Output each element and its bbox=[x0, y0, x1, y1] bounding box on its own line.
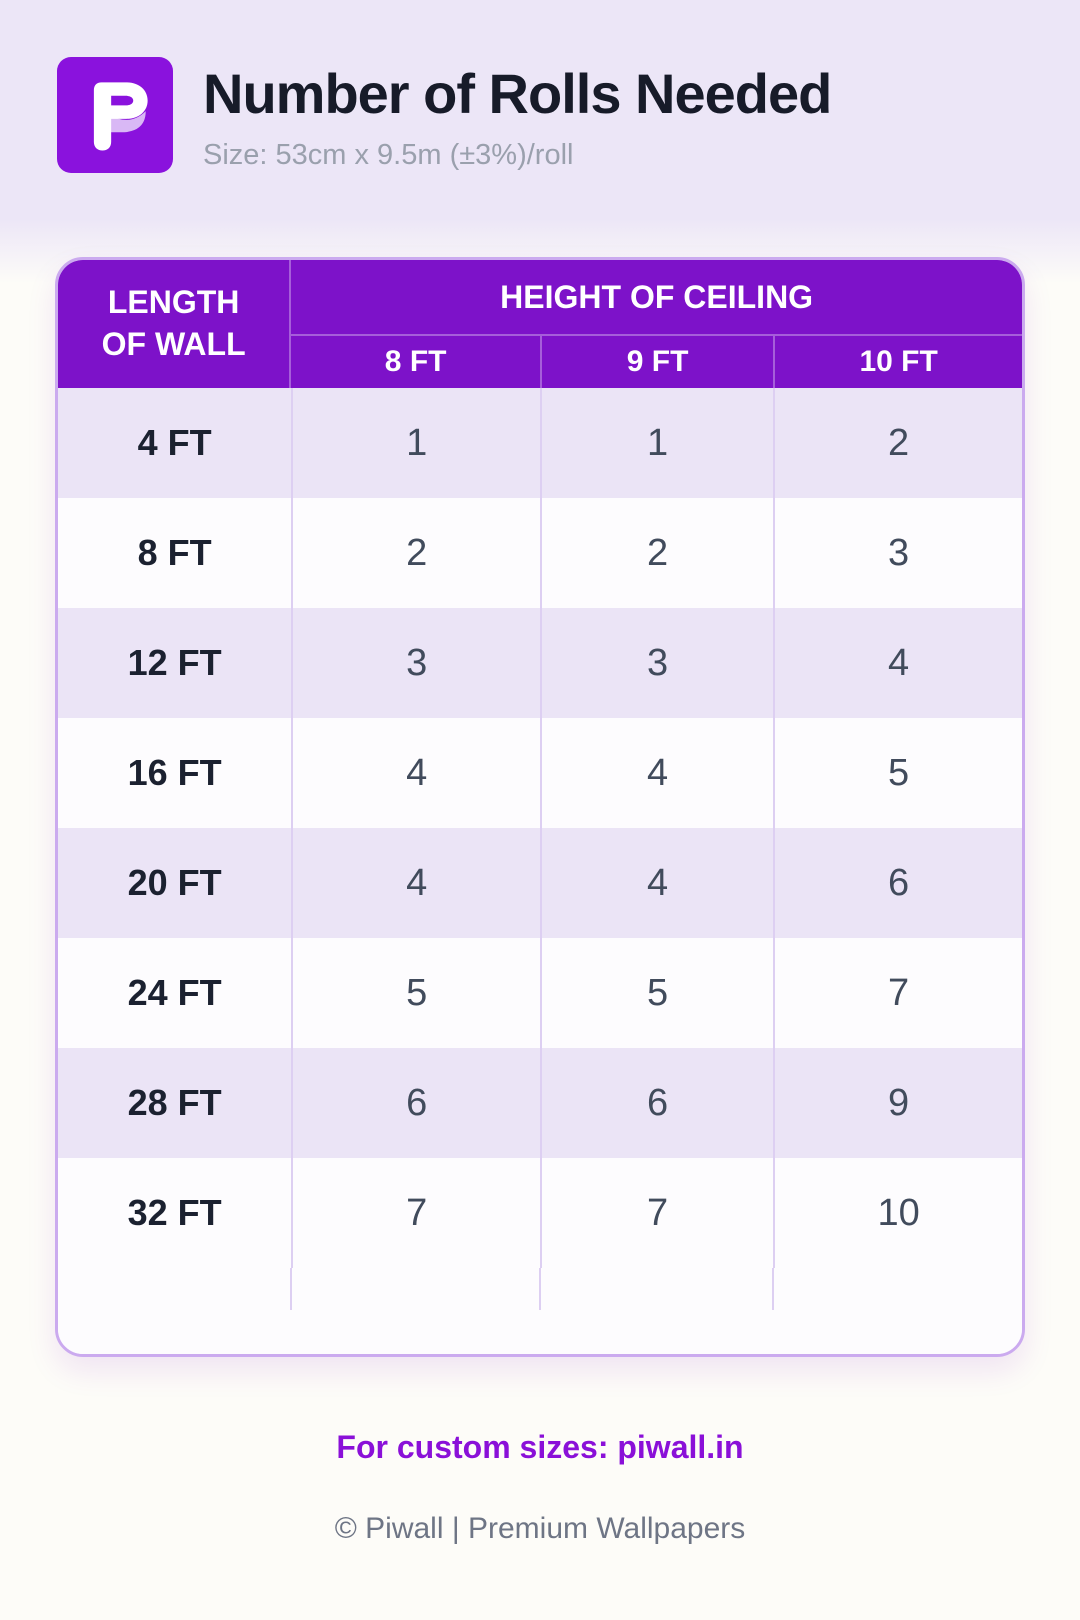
table-row: 8 FT 2 2 3 bbox=[58, 498, 1022, 608]
column-group-header-height-of-ceiling: HEIGHT OF CEILING bbox=[291, 260, 1022, 336]
cell-value-10ft: 7 bbox=[773, 938, 1022, 1048]
cell-value-8ft: 3 bbox=[291, 608, 540, 718]
table-footer-strip bbox=[58, 1268, 1022, 1354]
cell-value-10ft: 3 bbox=[773, 498, 1022, 608]
page-title: Number of Rolls Needed bbox=[203, 62, 832, 125]
row-label: 4 FT bbox=[137, 422, 212, 463]
cell-value-10ft: 9 bbox=[773, 1048, 1022, 1158]
title-block: Number of Rolls Needed Size: 53cm x 9.5m… bbox=[203, 57, 832, 172]
copyright-text: © Piwall | Premium Wallpapers bbox=[334, 1512, 746, 1545]
row-label: 20 FT bbox=[127, 862, 222, 903]
row-label: 16 FT bbox=[127, 752, 222, 793]
row-label: 24 FT bbox=[127, 972, 222, 1013]
cell-value-9ft: 7 bbox=[539, 1158, 773, 1268]
column-header-10ft: 10 FT bbox=[773, 336, 1022, 388]
cell-value-9ft: 4 bbox=[539, 828, 773, 938]
column-divider bbox=[290, 1268, 293, 1310]
column-header-9ft: 9 FT bbox=[539, 336, 773, 388]
table-row: 20 FT 4 4 6 bbox=[58, 828, 1022, 938]
custom-sizes-link[interactable]: For custom sizes: piwall.in bbox=[336, 1429, 744, 1465]
piwall-logo bbox=[57, 57, 173, 173]
row-label: 12 FT bbox=[127, 642, 222, 683]
table-row: 32 FT 7 7 10 bbox=[58, 1158, 1022, 1268]
cell-value-8ft: 4 bbox=[291, 718, 540, 828]
row-label: 28 FT bbox=[127, 1082, 222, 1123]
page-subtitle: Size: 53cm x 9.5m (±3%)/roll bbox=[203, 138, 574, 171]
cell-value-8ft: 5 bbox=[291, 938, 540, 1048]
column-divider bbox=[772, 1268, 775, 1310]
rolls-table-card: LENGTH OF WALL HEIGHT OF CEILING 8 FT 9 … bbox=[55, 257, 1025, 1357]
table-row: 24 FT 5 5 7 bbox=[58, 938, 1022, 1048]
cell-value-8ft: 4 bbox=[291, 828, 540, 938]
cell-value-10ft: 6 bbox=[773, 828, 1022, 938]
cell-value-9ft: 4 bbox=[539, 718, 773, 828]
table-row: 12 FT 3 3 4 bbox=[58, 608, 1022, 718]
cell-value-9ft: 6 bbox=[539, 1048, 773, 1158]
row-label: 8 FT bbox=[137, 532, 212, 573]
cell-value-9ft: 2 bbox=[539, 498, 773, 608]
cell-value-9ft: 5 bbox=[539, 938, 773, 1048]
row-label: 32 FT bbox=[127, 1192, 222, 1233]
table-header: LENGTH OF WALL HEIGHT OF CEILING 8 FT 9 … bbox=[58, 260, 1022, 388]
cell-value-10ft: 4 bbox=[773, 608, 1022, 718]
page-header: Number of Rolls Needed Size: 53cm x 9.5m… bbox=[0, 0, 1080, 173]
column-header-8ft: 8 FT bbox=[384, 345, 447, 378]
table-body: 4 FT 1 1 2 8 FT 2 2 3 12 FT 3 3 4 16 FT … bbox=[58, 388, 1022, 1268]
cell-value-9ft: 3 bbox=[539, 608, 773, 718]
cell-value-8ft: 1 bbox=[291, 388, 540, 498]
table-row: 28 FT 6 6 9 bbox=[58, 1048, 1022, 1158]
cell-value-8ft: 2 bbox=[291, 498, 540, 608]
column-divider bbox=[539, 1268, 541, 1310]
column-header-length-of-wall: LENGTH OF WALL bbox=[58, 260, 292, 388]
cell-value-10ft: 5 bbox=[773, 718, 1022, 828]
cell-value-9ft: 1 bbox=[539, 388, 773, 498]
cell-value-8ft: 6 bbox=[291, 1048, 540, 1158]
cell-value-10ft: 2 bbox=[773, 388, 1022, 498]
table-row: 4 FT 1 1 2 bbox=[58, 388, 1022, 498]
piwall-logo-icon bbox=[93, 82, 148, 151]
table-row: 16 FT 4 4 5 bbox=[58, 718, 1022, 828]
cell-value-10ft: 10 bbox=[773, 1158, 1022, 1268]
cell-value-8ft: 7 bbox=[291, 1158, 540, 1268]
